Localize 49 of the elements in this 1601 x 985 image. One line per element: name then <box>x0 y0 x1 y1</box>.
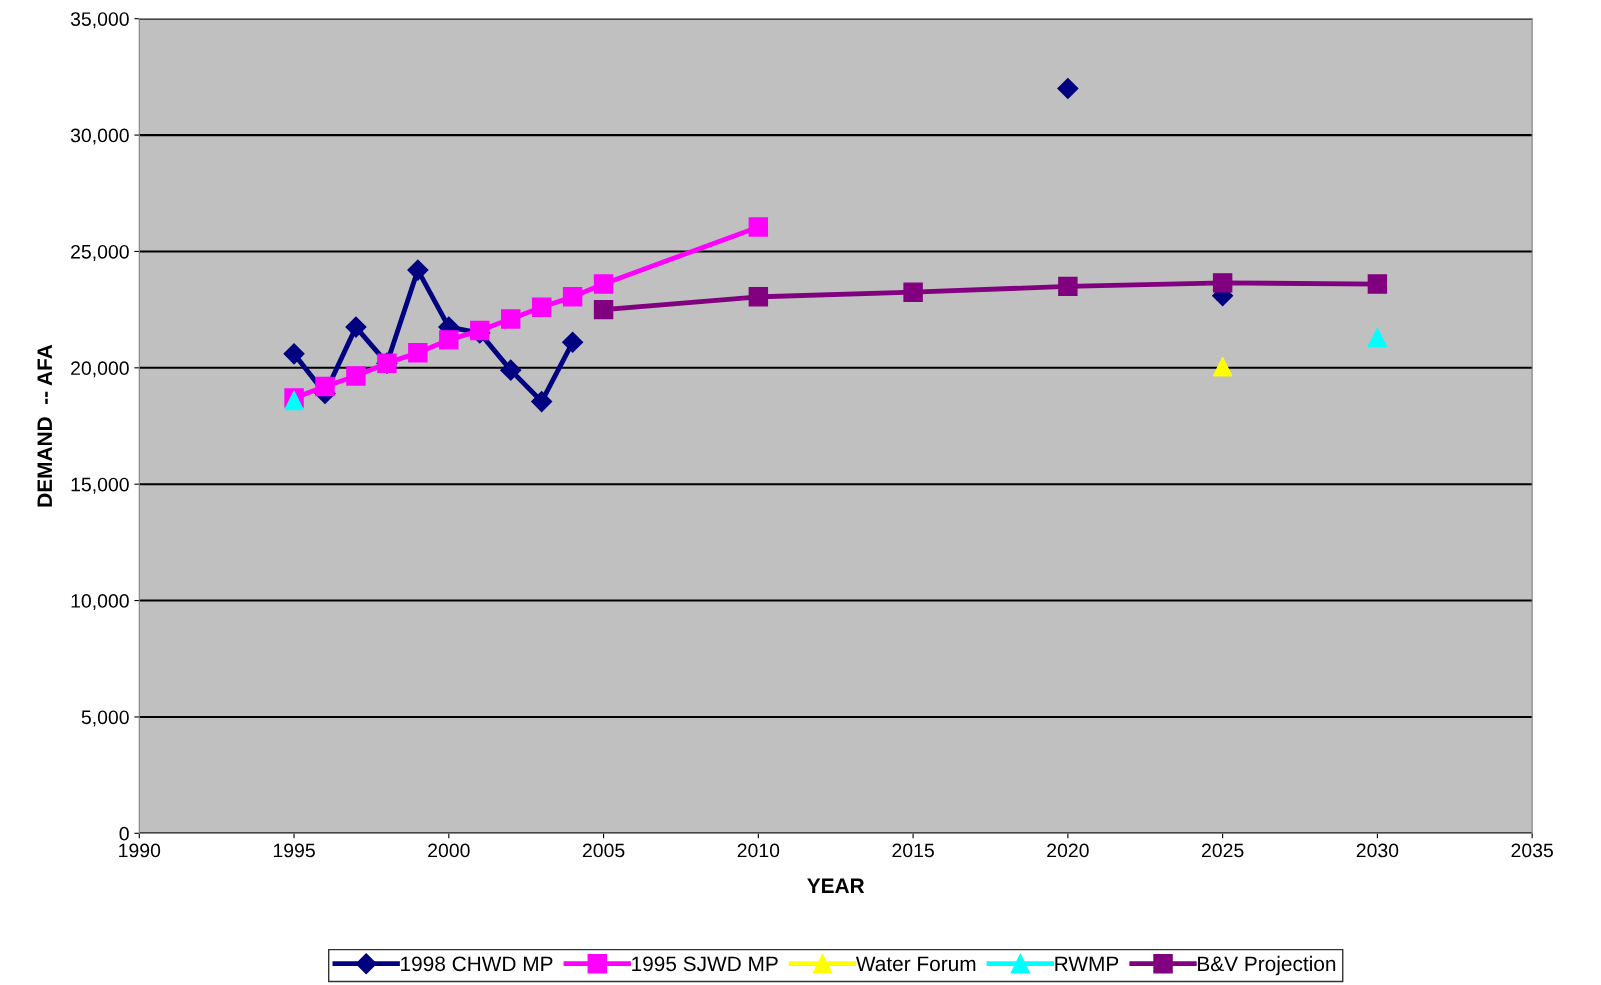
point <box>748 217 769 237</box>
point <box>500 309 521 329</box>
point <box>1212 356 1233 377</box>
y-axis-title: DEMAND -- AFA <box>37 344 52 507</box>
y-tick-label: 0 <box>119 826 129 841</box>
legend-label: Water Forum <box>855 956 976 972</box>
point <box>1058 276 1078 297</box>
point <box>283 343 305 365</box>
x-tick-label: 2000 <box>428 843 470 858</box>
point <box>408 342 428 363</box>
x-tick-label: 2015 <box>892 843 934 858</box>
y-tick-label: 10,000 <box>71 594 129 611</box>
x-tick-label: 1990 <box>119 843 161 858</box>
point <box>593 299 614 320</box>
point <box>748 287 769 307</box>
point <box>346 366 366 386</box>
point <box>407 259 429 281</box>
point <box>562 287 583 307</box>
y-tick-label: 5,000 <box>81 710 129 727</box>
point <box>500 359 522 381</box>
x-tick-label: 2025 <box>1201 843 1244 858</box>
point <box>531 391 553 413</box>
y-tick-label: 25,000 <box>71 244 129 261</box>
x-tick-label: 1995 <box>273 843 315 858</box>
point <box>1367 274 1388 294</box>
x-tick-label: 2005 <box>582 843 625 858</box>
point <box>593 274 614 294</box>
y-tick-label: 35,000 <box>70 12 129 29</box>
y-tick-label: 15,000 <box>71 477 129 494</box>
legend-label: B&V Projection <box>1198 955 1336 976</box>
point <box>903 282 923 302</box>
point <box>1057 78 1079 100</box>
y-tick-label: 30,000 <box>70 128 129 145</box>
x-axis-title: YEAR <box>807 878 865 893</box>
point <box>1212 273 1233 293</box>
point <box>345 316 367 338</box>
x-tick-label: 2010 <box>737 843 780 858</box>
x-tick-label: 2035 <box>1511 843 1553 858</box>
point <box>439 330 459 350</box>
legend-label: RWMP <box>1055 956 1119 971</box>
point <box>315 376 335 397</box>
point <box>531 297 552 318</box>
legend-label: 1995 SJWD MP <box>632 956 778 972</box>
y-tick-label: 20,000 <box>71 361 129 378</box>
x-tick-label: 2020 <box>1047 843 1089 858</box>
point <box>562 331 584 353</box>
legend-label: 1998 CHWD MP <box>401 956 553 972</box>
x-tick-label: 2030 <box>1356 843 1399 858</box>
point <box>1367 327 1388 348</box>
